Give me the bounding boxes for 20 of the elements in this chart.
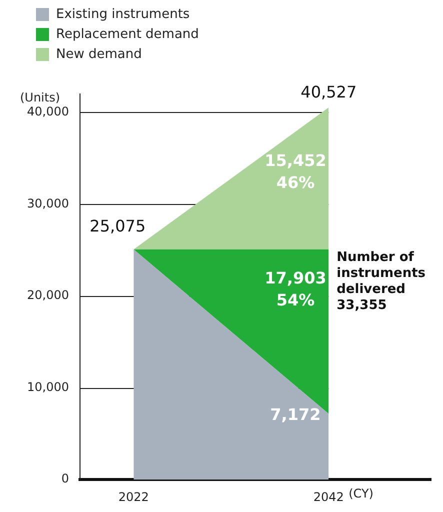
x-axis-title: (CY): [348, 486, 374, 501]
y-tick-label: 10,000: [27, 380, 69, 394]
y-tick-label: 0: [61, 472, 69, 486]
x-tick-label: 2022: [118, 490, 149, 504]
annotation: Number of instruments delivered 33,355: [336, 250, 426, 313]
data-label: 15,452: [264, 150, 326, 170]
annotation: 46%: [276, 172, 315, 192]
y-axis-title: (Units): [20, 90, 60, 104]
annotation: 54%: [276, 290, 315, 310]
data-label: 17,903: [264, 268, 326, 288]
legend-label: Replacement demand: [56, 26, 199, 42]
data-label: 25,075: [90, 216, 146, 236]
legend-label: Existing instruments: [56, 6, 190, 22]
y-tick-label: 20,000: [27, 288, 69, 302]
total-label: 40,527: [300, 82, 357, 102]
y-tick-label: 40,000: [27, 104, 69, 118]
x-tick-label: 2042: [313, 490, 344, 504]
data-label: 7,172: [270, 404, 321, 424]
y-tick-label: 30,000: [27, 196, 69, 210]
legend-label: New demand: [56, 46, 142, 62]
